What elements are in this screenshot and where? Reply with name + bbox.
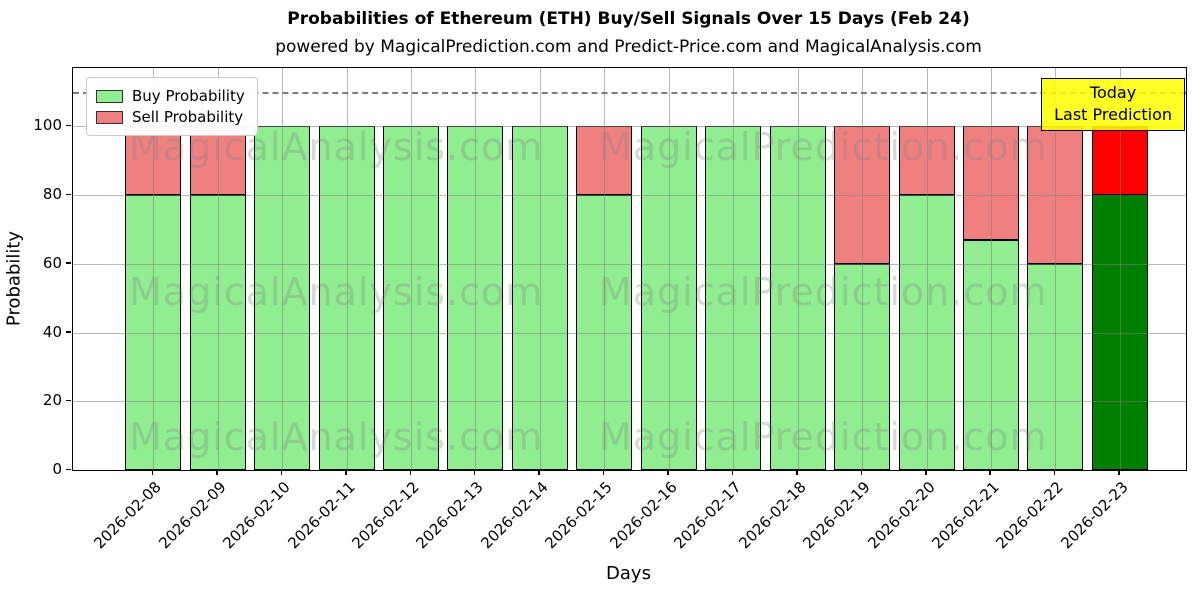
x-tick-label: 2026-02-22 xyxy=(992,478,1068,553)
y-tick-label: 40 xyxy=(42,322,62,341)
watermark-text: MagicalPrediction.com xyxy=(599,415,1048,459)
legend-sell-label: Sell Probability xyxy=(132,108,244,126)
x-tick-label: 2026-02-14 xyxy=(477,478,552,553)
watermark-text: MagicalPrediction.com xyxy=(599,270,1048,314)
x-tick-mark xyxy=(216,470,218,475)
gridline-vertical xyxy=(862,68,863,470)
x-tick-mark xyxy=(345,470,347,475)
x-tick-mark xyxy=(667,470,669,475)
legend-row-sell: Sell Probability xyxy=(96,108,245,126)
gridline-vertical xyxy=(1055,68,1057,470)
watermark-text: MagicalAnalysis.com xyxy=(129,415,544,459)
chart-title: Probabilities of Ethereum (ETH) Buy/Sell… xyxy=(287,9,970,29)
y-tick-label: 60 xyxy=(42,253,62,272)
legend-buy-label: Buy Probability xyxy=(132,87,245,105)
y-tick-mark xyxy=(66,399,71,402)
gridline-vertical xyxy=(346,68,348,470)
x-tick-label: 2026-02-09 xyxy=(155,478,230,553)
x-tick-mark xyxy=(1118,470,1120,475)
x-tick-mark xyxy=(989,470,991,475)
gridline-vertical xyxy=(411,68,412,470)
y-tick-mark xyxy=(66,193,71,196)
gridline-vertical xyxy=(990,68,992,470)
watermark-text: MagicalPrediction.com xyxy=(599,125,1048,169)
x-tick-label: 2026-02-18 xyxy=(734,478,810,553)
gridline-horizontal xyxy=(73,332,1186,334)
gridline-horizontal xyxy=(73,195,1186,197)
x-tick-mark xyxy=(538,470,540,475)
x-tick-label: 2026-02-15 xyxy=(541,478,617,553)
x-tick-mark xyxy=(731,470,734,475)
gridline-horizontal xyxy=(73,401,1186,403)
gridline-vertical xyxy=(539,68,541,470)
x-tick-label: 2026-02-12 xyxy=(348,478,423,553)
watermark-layer: MagicalAnalysis.com MagicalPrediction.com… xyxy=(73,68,1186,470)
plot-area: MagicalAnalysis.com MagicalPrediction.com… xyxy=(72,67,1187,471)
y-tick-label: 0 xyxy=(52,460,62,478)
x-tick-mark xyxy=(860,470,862,475)
chart-subtitle: powered by MagicalPrediction.com and Pre… xyxy=(275,37,982,57)
dashed-threshold-line xyxy=(73,92,1186,95)
x-tick-label: 2026-02-16 xyxy=(606,478,681,553)
x-tick-label: 2026-02-11 xyxy=(283,478,359,553)
x-tick-mark xyxy=(473,470,476,475)
y-tick-mark xyxy=(66,124,71,127)
x-axis-title: Days xyxy=(606,563,651,584)
y-tick-label: 80 xyxy=(42,185,62,204)
x-tick-label: 2026-02-23 xyxy=(1057,478,1132,553)
y-tick-label: 100 xyxy=(33,116,62,135)
today-annotation: Today Last Prediction xyxy=(1041,78,1185,131)
x-tick-label: 2026-02-19 xyxy=(799,478,874,553)
gridline-vertical xyxy=(475,68,477,470)
x-tick-mark xyxy=(602,470,605,475)
gridline-horizontal xyxy=(73,126,1186,128)
x-tick-mark xyxy=(280,470,283,475)
y-tick-mark xyxy=(66,468,71,470)
legend-row-buy: Buy Probability xyxy=(96,87,245,105)
today-annotation-line2: Last Prediction xyxy=(1054,105,1172,125)
gridline-vertical xyxy=(153,68,155,470)
x-tick-label: 2026-02-20 xyxy=(863,478,939,553)
x-tick-label: 2026-02-17 xyxy=(670,478,745,553)
x-tick-label: 2026-02-21 xyxy=(928,478,1003,553)
gridline-vertical xyxy=(668,68,670,470)
gridline-vertical xyxy=(282,68,284,470)
gridline-vertical xyxy=(733,68,735,470)
x-tick-label: 2026-02-10 xyxy=(219,478,294,553)
y-axis-title: Probability xyxy=(3,230,25,327)
gridline-vertical xyxy=(604,68,606,470)
sell-swatch-icon xyxy=(96,110,123,124)
buy-swatch-icon xyxy=(96,89,123,103)
x-tick-mark xyxy=(151,470,154,475)
x-tick-mark xyxy=(925,470,927,475)
x-tick-mark xyxy=(1053,470,1056,475)
gridline-vertical xyxy=(1119,68,1121,470)
x-tick-mark xyxy=(796,470,798,475)
today-annotation-line1: Today xyxy=(1089,83,1137,102)
legend: Buy Probability Sell Probability xyxy=(86,77,258,136)
y-tick-mark xyxy=(66,262,71,264)
watermark-text: MagicalAnalysis.com xyxy=(129,270,544,314)
gridline-vertical xyxy=(217,68,219,470)
y-tick-mark xyxy=(66,331,71,333)
gridline-vertical xyxy=(797,68,799,470)
grid-layer xyxy=(73,68,1186,470)
x-tick-label: 2026-02-13 xyxy=(412,478,488,553)
x-tick-label: 2026-02-08 xyxy=(90,478,165,553)
y-tick-label: 20 xyxy=(42,391,62,410)
x-tick-mark xyxy=(409,470,411,475)
gridline-vertical xyxy=(926,68,928,470)
gridline-horizontal xyxy=(73,263,1186,265)
